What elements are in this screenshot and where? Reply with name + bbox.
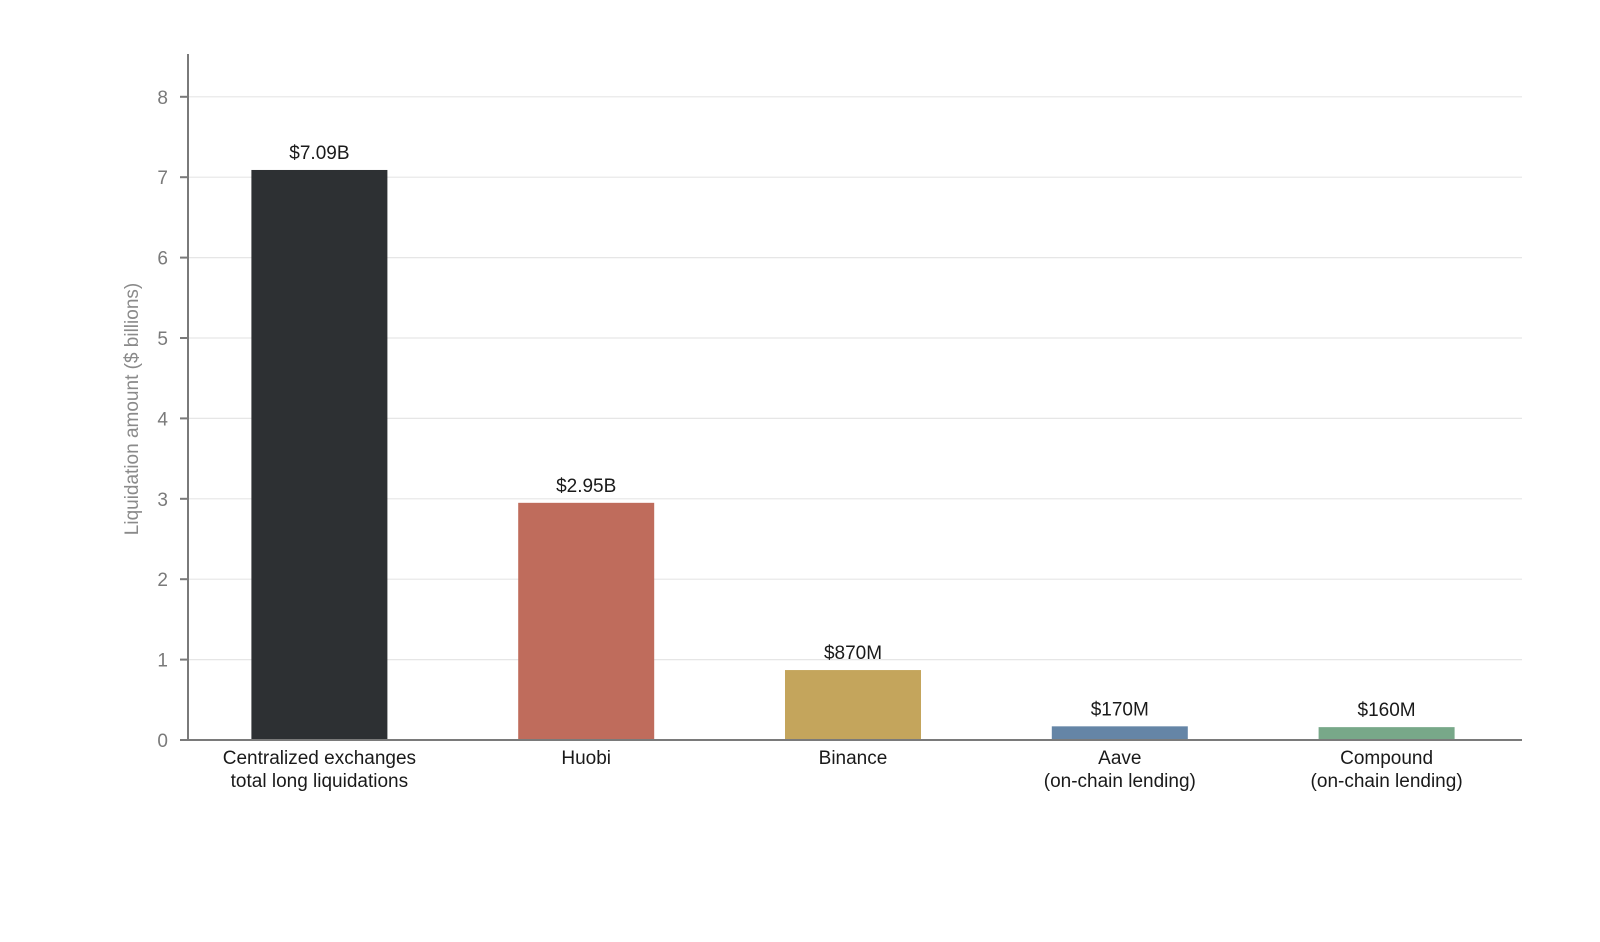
y-axis-title: Liquidation amount ($ billions)	[122, 283, 143, 535]
bar	[518, 502, 655, 740]
bars	[251, 169, 1455, 741]
y-axis: 0 1 2 3 4 5 6 7 8	[157, 54, 189, 752]
x-category-label: Binance	[819, 748, 888, 769]
bar	[1051, 726, 1188, 740]
data-label: $2.95B	[556, 476, 616, 497]
y-tick-label: 3	[157, 490, 168, 511]
x-category-label: (on-chain lending)	[1044, 771, 1196, 792]
bar	[251, 169, 388, 741]
y-tick-label: 7	[157, 168, 168, 189]
x-category-label: Centralized exchanges	[223, 748, 416, 769]
y-tick-label: 2	[157, 570, 168, 591]
data-labels: $7.09B $2.95B $870M $170M $160M	[289, 143, 1415, 721]
y-tick-label: 4	[157, 409, 168, 430]
x-category-label: Aave	[1098, 748, 1141, 769]
x-category-label: Compound	[1340, 748, 1433, 769]
x-category-label: (on-chain lending)	[1311, 771, 1463, 792]
data-label: $870M	[824, 643, 882, 664]
y-tick-label: 6	[157, 249, 168, 270]
bar	[1318, 727, 1455, 740]
y-tick-label: 1	[157, 651, 168, 672]
data-label: $170M	[1091, 699, 1149, 720]
y-tick-label: 0	[157, 731, 168, 752]
data-label: $160M	[1358, 700, 1416, 721]
y-tick-label: 8	[157, 88, 168, 109]
gridlines	[188, 96, 1522, 661]
x-category-label: Huobi	[561, 748, 611, 769]
x-category-label: total long liquidations	[231, 771, 408, 792]
y-tick-label: 5	[157, 329, 168, 350]
data-label: $7.09B	[289, 143, 349, 164]
bar	[785, 670, 921, 740]
